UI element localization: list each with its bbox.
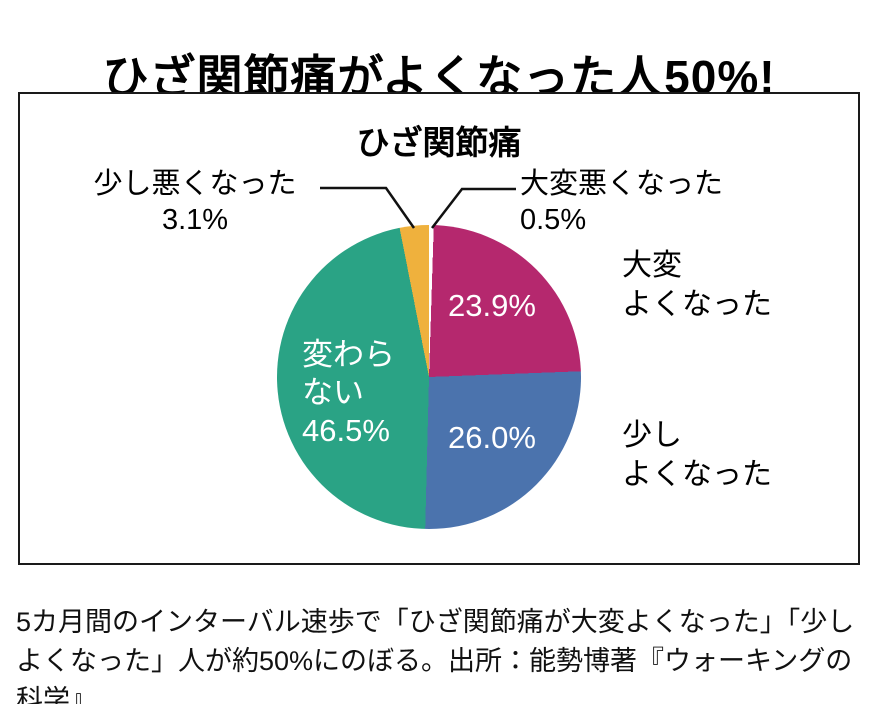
slice-label-unchanged-value: 46.5%	[302, 413, 390, 448]
caption: 5カ月間のインターバル速歩で「ひざ関節痛が大変よくなった」「少しよくなった」人が…	[16, 607, 855, 704]
slice-label-unchanged-line1: 変わら	[302, 337, 395, 372]
leader-line-much-worse	[431, 187, 516, 229]
slice-label-unchanged: 変わら ない 46.5%	[302, 336, 395, 450]
callout-slightly-better: 少し よくなった	[622, 416, 772, 494]
callout-slightly-worse-label: 少し悪くなった	[93, 168, 297, 200]
callout-much-worse-label: 大変悪くなった	[520, 168, 724, 200]
callout-slightly-worse: 少し悪くなった 3.1%	[70, 166, 320, 238]
callout-much-worse-value: 0.5%	[520, 204, 587, 236]
pie-chart	[277, 225, 581, 529]
callout-much-better: 大変 よくなった	[622, 246, 772, 324]
callout-much-worse: 大変悪くなった 0.5%	[520, 166, 723, 238]
slice-value-much-better: 23.9%	[448, 288, 536, 323]
slice-value-slightly-better: 26.0%	[448, 420, 536, 455]
callout-much-better-line1: 大変	[622, 249, 682, 282]
leader-line-slightly-worse	[320, 186, 416, 229]
callout-much-better-line2: よくなった	[622, 288, 772, 321]
slice-label-unchanged-line2: ない	[302, 375, 364, 410]
callout-slightly-better-line2: よくなった	[622, 458, 772, 491]
callout-slightly-worse-value: 3.1%	[161, 204, 229, 236]
chart-box: ひざ関節痛 少し悪くなった 3.1% 大変悪くなった 0.5% 大変 よくなった…	[18, 92, 860, 565]
callout-slightly-better-line1: 少し	[622, 419, 682, 452]
chart-title: ひざ関節痛	[356, 124, 522, 161]
